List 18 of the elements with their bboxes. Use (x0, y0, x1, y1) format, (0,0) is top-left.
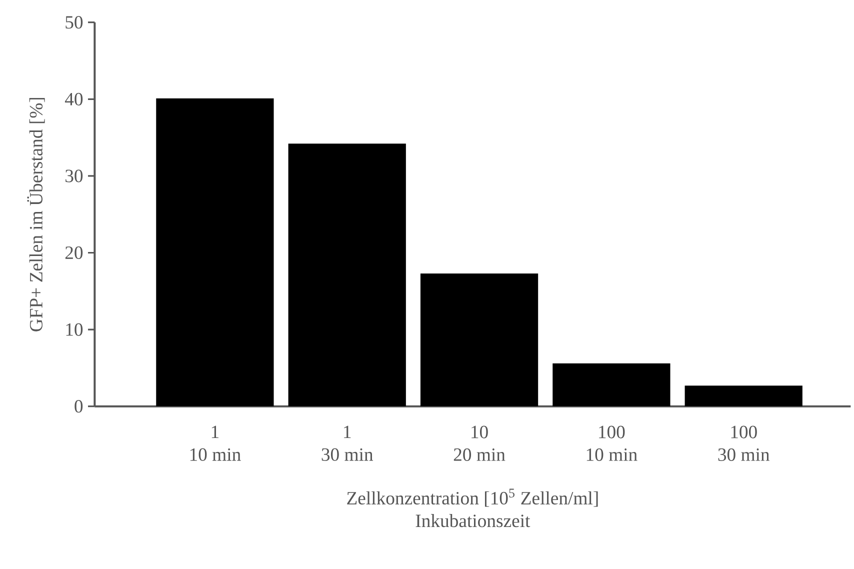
x-axis-title: Zellkonzentration [10$^{5}$ Zellen/ml] Inkubationszeit (347, 488, 598, 528)
bar (288, 144, 406, 406)
y-tick-label: 40 (64, 92, 83, 106)
y-tick-label: 0 (74, 400, 83, 413)
y-tick-label: 20 (65, 246, 83, 260)
x-tick-label: 10 20 min (454, 426, 506, 461)
y-axis-title: GFP+ Zellen im Überstand [%] (27, 98, 45, 332)
bar (552, 363, 670, 406)
bar (420, 273, 538, 406)
y-tick-label: 50 (66, 16, 83, 29)
bar (684, 386, 802, 406)
x-tick-label: 1 30 min (322, 426, 374, 461)
y-tick-label: 10 (66, 323, 83, 336)
x-tick-label: 100 30 min (718, 426, 770, 461)
y-tick-label: 30 (66, 170, 83, 182)
bar (156, 98, 274, 406)
x-tick-label: 1 10 min (190, 426, 241, 461)
x-tick-label: 100 10 min (586, 426, 638, 461)
